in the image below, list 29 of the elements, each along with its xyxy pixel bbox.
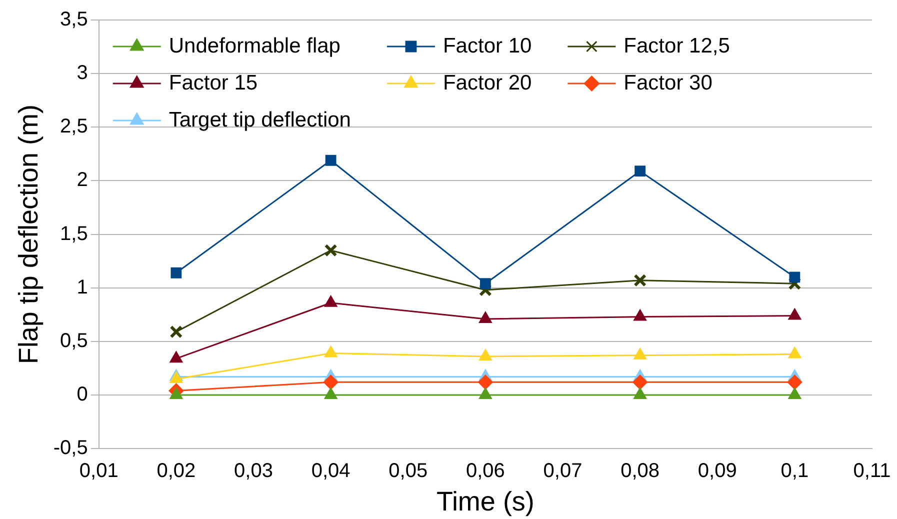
y-tick-label: 3,5 <box>60 8 88 31</box>
x-tick-label: 0,08 <box>620 460 660 482</box>
legend-label: Factor 12,5 <box>624 34 730 58</box>
x-tick-label: 0,03 <box>234 460 273 482</box>
x-tick-label: 0,1 <box>780 460 809 482</box>
x-tick-label: 0,04 <box>311 460 350 482</box>
legend-label: Factor 30 <box>624 71 712 94</box>
legend-label: Target tip deflection <box>168 108 351 132</box>
legend-label: Undeformable flap <box>168 34 340 58</box>
x-tick-label: 0,01 <box>79 460 118 482</box>
y-tick-label: 1 <box>76 276 88 298</box>
x-tick-label: 0,05 <box>388 460 428 482</box>
x-tick-label: 0,06 <box>466 460 505 482</box>
x-tick-label: 0,02 <box>156 460 196 482</box>
y-tick-label: 3 <box>76 62 88 84</box>
legend-label: Factor 20 <box>442 71 532 94</box>
legend-label: Factor 10 <box>442 34 532 58</box>
legend-label: Factor 15 <box>168 71 258 94</box>
x-axis-title: Time (s) <box>436 486 534 516</box>
y-axis-title: Flap tip deflection (m) <box>14 104 44 364</box>
x-tick-label: 0,11 <box>853 460 891 482</box>
y-tick-label: 0,5 <box>60 330 88 352</box>
y-tick-label: 1,5 <box>60 222 88 245</box>
y-tick-label: 0 <box>76 384 88 406</box>
x-tick-label: 0,07 <box>543 460 582 482</box>
y-tick-label: 2,5 <box>60 116 88 138</box>
y-tick-label: 2 <box>76 169 88 192</box>
y-tick-label: -0,5 <box>53 437 88 460</box>
x-tick-label: 0,09 <box>698 460 737 482</box>
